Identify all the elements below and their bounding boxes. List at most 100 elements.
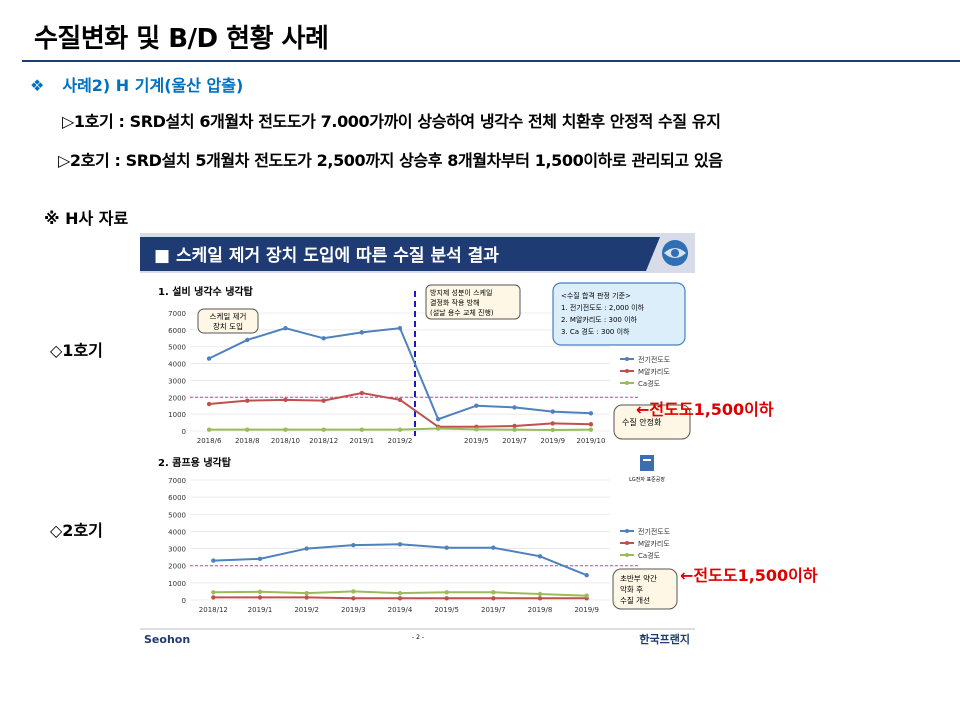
legend-label: 전기전도도 [638,527,671,536]
data-point [245,398,250,403]
legend-label: Ca경도 [638,379,661,388]
data-point [321,398,326,403]
x-tick-label: 2019/2 [388,437,413,445]
svg-text:초반부 약간: 초반부 약간 [620,573,657,583]
unit1-label: ◇1호기 [50,341,103,360]
chart2-grid [190,479,610,601]
svg-text:3. Ca 경도 : 300 이하: 3. Ca 경도 : 300 이하 [561,327,630,336]
data-point [397,325,403,331]
x-tick-label: 2019/8 [528,606,553,614]
svg-text:수질 개선: 수질 개선 [620,595,650,605]
chart1-stop-callout: 방지제 성분이 스케일 결정화 작용 방해 (설날 용수 교체 진행) [425,284,521,320]
data-point [397,542,403,547]
title-divider [22,60,960,62]
svg-text:1. 전기전도도 : 2,000 이하: 1. 전기전도도 : 2,000 이하 [561,303,645,312]
data-point [550,427,555,433]
data-point [211,590,216,595]
y-tick-label: 6000 [168,494,186,502]
data-point [359,330,365,335]
data-point [397,590,403,596]
x-tick-label: 2019/3 [341,606,366,614]
chart1-stable-callout: 수질 안정화 [613,404,691,440]
x-tick-label: 2018/10 [271,437,300,445]
data-point [304,546,309,551]
data-point [588,411,594,416]
data-point [537,596,543,601]
data-point [537,554,543,559]
data-point [359,427,365,432]
chart1-install-callout: 스케일 제거 장치 도입 [197,308,259,334]
data-point [491,590,496,595]
x-tick-label: 2019/1 [349,437,374,445]
svg-text:LG전자 표준공장: LG전자 표준공장 [629,476,665,483]
svg-text:수질 안정화: 수질 안정화 [622,417,662,427]
data-point [435,417,441,422]
x-tick-label: 2019/1 [248,606,273,614]
data-point [588,422,594,427]
data-point [257,589,263,594]
chart2-title: 2. 콤프용 냉각탑 [158,456,232,469]
legend-marker [625,541,629,545]
y-tick-label: 0 [182,428,186,436]
data-point [211,558,216,563]
chart1-title: 1. 설비 냉각수 냉각탑 [158,285,254,298]
analysis-report-image: ■ 스케일 제거 장치 도입에 따른 수질 분석 결과 1. 설비 냉각수 냉각… [140,233,695,650]
legend-marker [625,381,629,385]
chart1-legend: 전기전도도 M알카리도 Ca경도 [620,355,671,388]
data-point [206,427,212,432]
chart2-improve-callout: 초반부 약간 악화 후 수질 개선 [612,568,678,610]
svg-text:방지제 성분이 스케일: 방지제 성분이 스케일 [430,288,492,297]
x-tick-label: 2019/2 [294,606,319,614]
y-tick-label: 4000 [168,361,186,369]
footer-logo-left: Seohon [144,633,190,646]
data-point [283,325,288,331]
legend-label: M알카리도 [638,367,670,376]
x-tick-label: 2019/10 [576,437,605,445]
svg-text:스케일 제거: 스케일 제거 [210,312,247,321]
y-tick-label: 5000 [168,511,186,519]
data-point [444,590,449,595]
data-point [351,589,356,594]
svg-text:악화 후: 악화 후 [620,584,643,594]
legend-marker [625,369,629,373]
data-point [537,591,543,597]
data-point [245,427,250,432]
svg-text:결정화 작용 방해: 결정화 작용 방해 [430,298,480,307]
data-point [397,596,403,601]
unit1-description: ▷1호기 : SRD설치 6개월차 전도도가 7.000가까이 상승하여 냉각수… [62,112,721,131]
data-point [351,542,356,548]
x-tick-label: 2018/12 [199,606,228,614]
data-point [550,421,555,426]
legend-marker [625,357,629,361]
y-tick-label: 1000 [168,580,186,588]
case-label: 사례2) H 기계(울산 압출) [62,76,244,95]
data-point [351,596,356,601]
x-tick-label: 2019/7 [481,606,506,614]
data-point [359,390,365,396]
banner-slant [635,237,660,271]
y-tick-label: 0 [182,597,186,605]
diamond-bullet-icon: ❖ [30,76,45,95]
y-tick-label: 2000 [168,563,186,571]
data-point [397,427,403,432]
x-tick-label: 2018/6 [197,437,222,445]
chart2-yaxis: 0 1000 2000 3000 4000 5000 6000 7000 [168,477,186,605]
footer-page-number: - 2 - [412,634,424,641]
x-tick-label: 2018/8 [235,437,260,445]
unit2-label: ◇2호기 [50,521,103,540]
data-point [512,405,517,410]
svg-text:(설날 용수 교체 진행): (설날 용수 교체 진행) [430,308,494,317]
unit1-threshold-note: ←전도도1,500이하 [636,400,774,419]
data-point [584,572,589,578]
data-point [444,545,449,550]
data-point [206,401,212,407]
x-tick-label: 2019/9 [574,606,599,614]
data-point [211,595,216,600]
chart2-legend: 전기전도도 M알카리도 Ca경도 [620,527,671,560]
data-point [584,593,589,598]
small-logo: LG전자 표준공장 [629,455,665,483]
banner-bar [140,237,635,271]
chart1-xaxis: 2018/6 2018/8 2018/10 2018/12 2019/1 2019/2 20… [197,437,606,445]
series-line [208,327,591,421]
data-point [257,556,263,562]
